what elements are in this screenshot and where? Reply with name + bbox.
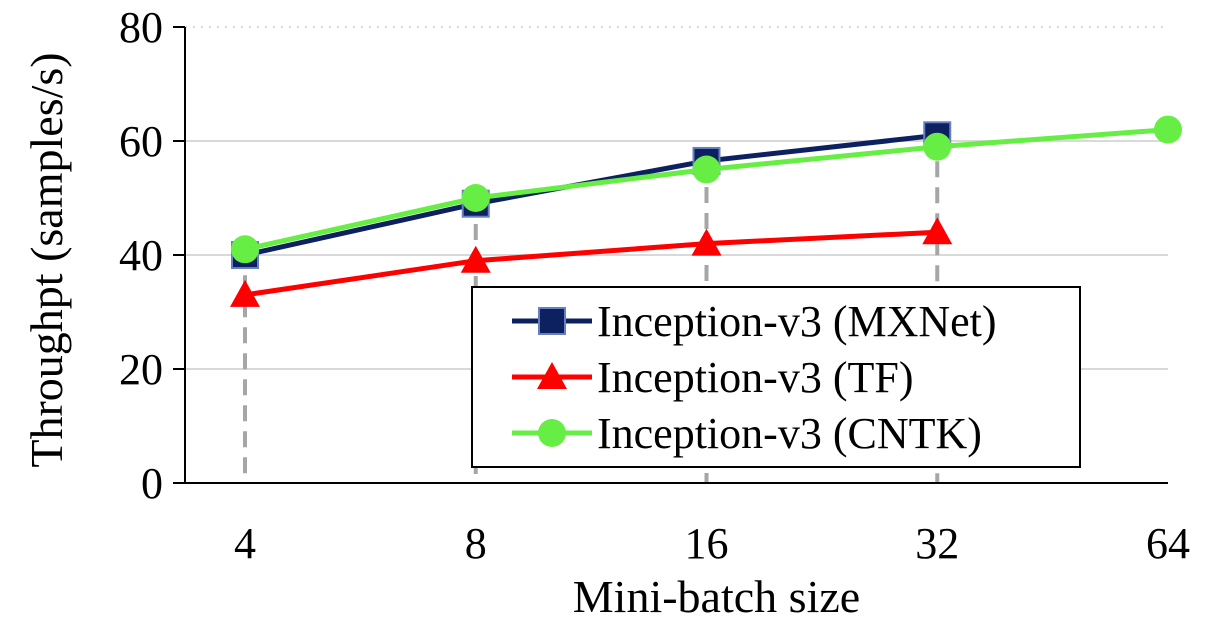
y-tick-label: 40 — [119, 231, 163, 280]
x-tick-label: 64 — [1146, 519, 1190, 568]
data-point — [231, 235, 259, 264]
legend-marker — [538, 419, 566, 447]
data-point — [460, 245, 491, 273]
y-tick-label: 80 — [119, 3, 163, 52]
x-tick-label: 16 — [685, 519, 729, 568]
data-point — [922, 217, 953, 245]
x-axis-title: Mini-batch size — [573, 571, 860, 622]
legend-rows: Inception-v3 (MXNet) Inception-v3 (TF) Inc… — [512, 297, 997, 458]
x-tick-labels: 4 8 16 32 64 — [234, 519, 1190, 568]
x-tick-label: 8 — [465, 519, 487, 568]
y-tick-labels: 0 20 40 60 80 — [119, 3, 185, 508]
y-axis-title: Throughpt (samples/s) — [21, 52, 72, 467]
series-0 — [231, 121, 952, 269]
legend-marker — [537, 362, 567, 389]
x-tick-label: 4 — [234, 519, 256, 568]
x-tick-label: 32 — [915, 519, 959, 568]
series-1 — [230, 217, 953, 307]
y-tick-label: 60 — [119, 117, 163, 166]
y-tick-label: 0 — [141, 459, 163, 508]
data-point — [1154, 115, 1182, 144]
legend-item: Inception-v3 (MXNet) — [512, 297, 997, 346]
series-line — [244, 229, 938, 298]
legend-marker — [538, 307, 566, 335]
data-point — [461, 184, 490, 212]
data-point — [692, 155, 721, 184]
legend-label: Inception-v3 (MXNet) — [597, 297, 997, 346]
legend-item: Inception-v3 (TF) — [512, 353, 913, 402]
series-2 — [231, 115, 1182, 264]
data-point — [230, 279, 260, 307]
legend-label: Inception-v3 (TF) — [597, 353, 913, 402]
data-point — [923, 132, 952, 161]
y-tick-label: 20 — [119, 345, 163, 394]
legend-label: Inception-v3 (CNTK) — [597, 409, 982, 458]
legend: Inception-v3 (MXNet) Inception-v3 (TF) Inc… — [471, 286, 1081, 468]
series — [230, 115, 1182, 307]
legend-item: Inception-v3 (CNTK) — [512, 409, 982, 458]
data-point — [691, 228, 722, 256]
